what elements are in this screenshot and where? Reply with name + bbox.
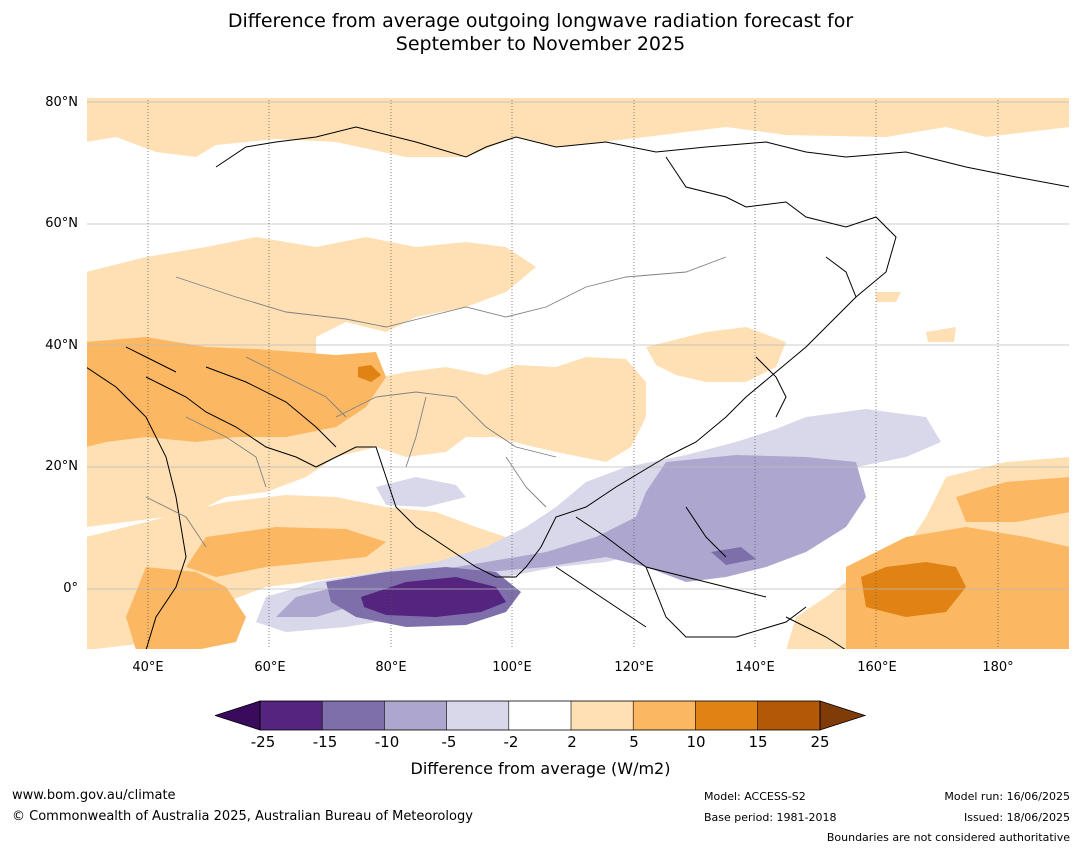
lon-tick-80e: 80°E xyxy=(375,660,407,675)
lon-tick-120e: 120°E xyxy=(614,660,654,675)
colorbar-label-2: 2 xyxy=(567,733,577,751)
lon-gridlines xyxy=(147,97,999,650)
lat-tick-20n: 20°N xyxy=(45,459,78,474)
footer-base-period: Base period: 1981-2018 xyxy=(704,811,837,824)
footer-model-run: Model run: 16/06/2025 xyxy=(944,790,1070,803)
lat-tick-40n: 40°N xyxy=(45,338,78,353)
title-line-2: September to November 2025 xyxy=(395,33,686,55)
lat-tick-80n: 80°N xyxy=(45,95,78,110)
colorbar-label-neg10: -10 xyxy=(374,733,400,751)
lon-tick-40e: 40°E xyxy=(132,660,164,675)
footer-model: Model: ACCESS-S2 xyxy=(704,790,806,803)
colorbar-label-neg5: -5 xyxy=(441,733,457,751)
lon-tick-60e: 60°E xyxy=(254,660,286,675)
olr-anomaly-map xyxy=(86,97,1070,650)
chart-title: Difference from average outgoing longwav… xyxy=(0,10,1081,56)
footer-disclaimer: Boundaries are not considered authoritat… xyxy=(826,831,1070,844)
colorbar-label-10: 10 xyxy=(686,733,706,751)
colorbar-segment xyxy=(508,701,572,730)
map-frame xyxy=(86,97,1070,650)
lat-gridlines xyxy=(86,101,1070,590)
anomaly-fill-10-to-15 xyxy=(358,365,966,617)
footer-url: www.bom.gov.au/climate xyxy=(12,788,176,803)
colorbar-segment xyxy=(695,701,758,730)
colorbar-segment xyxy=(757,701,821,730)
colorbar-label-25: 25 xyxy=(810,733,830,751)
lon-tick-180: 180° xyxy=(982,660,1014,675)
title-line-1: Difference from average outgoing longwav… xyxy=(227,10,854,32)
country-borders xyxy=(145,256,727,548)
colorbar-outline xyxy=(259,700,821,731)
colorbar-segment xyxy=(446,701,510,730)
lon-tick-160e: 160°E xyxy=(857,660,897,675)
lon-tick-100e: 100°E xyxy=(492,660,532,675)
colorbar-segment xyxy=(322,701,385,730)
footer-copyright: © Commonwealth of Australia 2025, Austra… xyxy=(12,809,473,824)
colorbar-title: Difference from average (W/m2) xyxy=(410,759,671,778)
footer-issued: Issued: 18/06/2025 xyxy=(963,811,1070,824)
colorbar-extend-low xyxy=(215,701,260,730)
colorbar-label-5: 5 xyxy=(629,733,639,751)
colorbar-segment xyxy=(571,701,634,730)
coastlines xyxy=(86,126,1070,650)
colorbar-segments xyxy=(215,701,865,730)
lon-tick-140e: 140°E xyxy=(735,660,775,675)
colorbar-label-neg25: -25 xyxy=(250,733,276,751)
colorbar-label-neg2: -2 xyxy=(503,733,519,751)
colorbar-segment xyxy=(633,701,696,730)
colorbar xyxy=(215,700,867,731)
colorbar-label-neg15: -15 xyxy=(312,733,338,751)
lat-tick-60n: 60°N xyxy=(45,216,78,231)
colorbar-label-15: 15 xyxy=(748,733,768,751)
colorbar-segment xyxy=(260,701,323,730)
colorbar-segment xyxy=(384,701,447,730)
anomaly-fill-neg15-to-neg25 xyxy=(361,577,506,617)
lat-tick-0: 0° xyxy=(63,581,78,596)
colorbar-extend-high xyxy=(820,701,865,730)
